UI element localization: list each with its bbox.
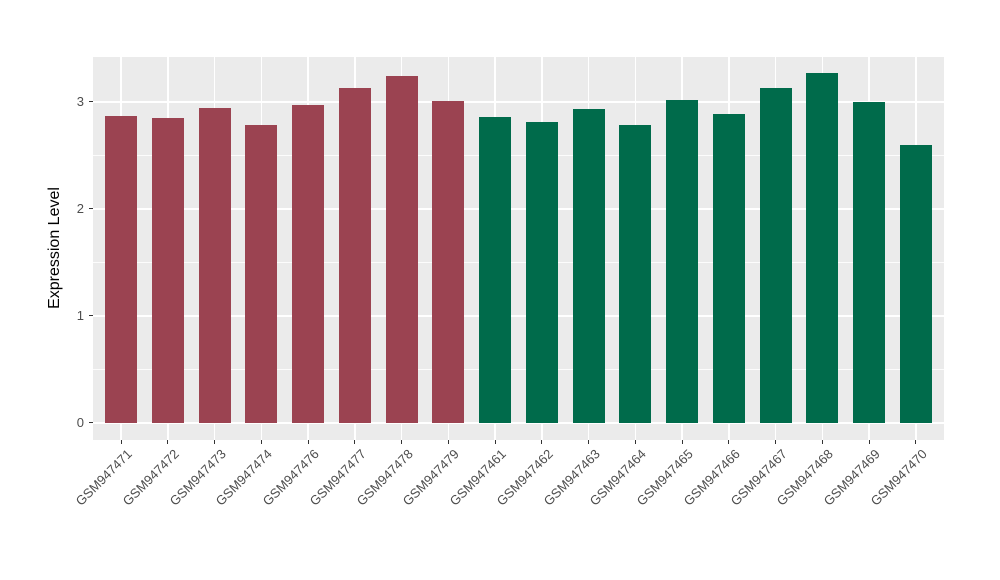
bar-GSM947476 bbox=[292, 105, 325, 423]
bar-GSM947468 bbox=[806, 73, 839, 423]
y-tick-label: 3 bbox=[76, 93, 84, 109]
bar-GSM947474 bbox=[245, 125, 278, 423]
x-tick-mark-GSM947466 bbox=[728, 440, 730, 444]
x-tick-mark-GSM947461 bbox=[494, 440, 496, 444]
x-tick-mark-GSM947467 bbox=[775, 440, 777, 444]
gridline-major-y2 bbox=[93, 208, 944, 210]
y-tick-mark-0 bbox=[89, 422, 93, 424]
y-tick-label: 2 bbox=[76, 200, 84, 216]
gridline-major-y0 bbox=[93, 422, 944, 424]
bar-GSM947461 bbox=[479, 116, 512, 423]
x-tick-mark-GSM947464 bbox=[634, 440, 636, 444]
x-tick-mark-GSM947476 bbox=[307, 440, 309, 444]
x-tick-mark-GSM947468 bbox=[821, 440, 823, 444]
gridline-minor-y0.5 bbox=[93, 368, 944, 370]
x-tick-mark-GSM947479 bbox=[447, 440, 449, 444]
y-tick-mark-3 bbox=[89, 101, 93, 103]
x-tick-mark-GSM947474 bbox=[260, 440, 262, 444]
bar-GSM947466 bbox=[712, 113, 745, 423]
bar-GSM947470 bbox=[899, 144, 932, 423]
bar-GSM947478 bbox=[385, 76, 418, 423]
y-tick-label: 0 bbox=[76, 414, 84, 430]
bar-GSM947469 bbox=[853, 101, 886, 423]
x-tick-mark-GSM947473 bbox=[214, 440, 216, 444]
x-tick-mark-GSM947472 bbox=[167, 440, 169, 444]
plot-panel bbox=[93, 57, 944, 440]
bar-GSM947463 bbox=[572, 109, 605, 423]
bar-GSM947477 bbox=[338, 88, 371, 423]
x-tick-mark-GSM947470 bbox=[915, 440, 917, 444]
gridline-major-y1 bbox=[93, 315, 944, 317]
y-tick-label: 1 bbox=[76, 307, 84, 323]
bar-GSM947479 bbox=[432, 100, 465, 423]
bar-GSM947471 bbox=[105, 115, 138, 423]
gridline-minor-y1.5 bbox=[93, 261, 944, 263]
bar-GSM947467 bbox=[759, 88, 792, 423]
bar-GSM947462 bbox=[525, 122, 558, 423]
bar-GSM947472 bbox=[151, 118, 184, 423]
bar-GSM947464 bbox=[619, 125, 652, 423]
x-tick-mark-GSM947478 bbox=[401, 440, 403, 444]
x-tick-mark-GSM947469 bbox=[868, 440, 870, 444]
x-tick-mark-GSM947462 bbox=[541, 440, 543, 444]
y-tick-mark-1 bbox=[89, 315, 93, 317]
y-axis-title: Expression Level bbox=[46, 187, 63, 309]
x-tick-mark-GSM947477 bbox=[354, 440, 356, 444]
bar-GSM947473 bbox=[198, 108, 231, 423]
x-tick-mark-GSM947465 bbox=[681, 440, 683, 444]
bar-GSM947465 bbox=[666, 99, 699, 423]
x-tick-mark-GSM947471 bbox=[120, 440, 122, 444]
gridline-major-y3 bbox=[93, 101, 944, 103]
y-tick-mark-2 bbox=[89, 208, 93, 210]
x-tick-mark-GSM947463 bbox=[588, 440, 590, 444]
gridline-minor-y2.5 bbox=[93, 154, 944, 156]
